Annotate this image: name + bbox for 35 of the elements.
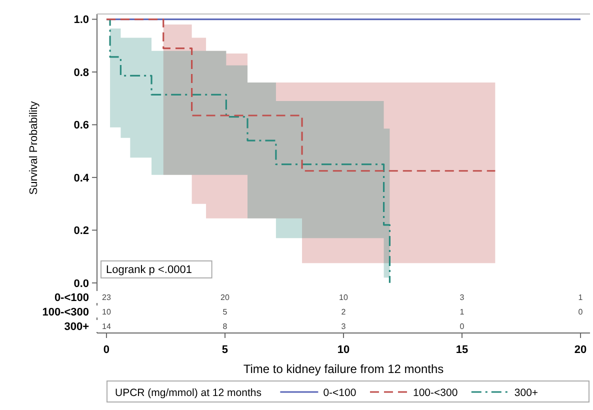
data-label: 0 [460, 322, 465, 331]
data-label: 1 [578, 292, 584, 302]
data-label: 3 [341, 322, 346, 331]
data-label: 5 [222, 307, 228, 316]
x-tick-label: 20 [574, 344, 587, 356]
x-tick-label: 0 [103, 344, 110, 356]
x-tick-label: 10 [337, 344, 350, 356]
legend-label: 100-<300 [413, 387, 458, 399]
data-label: 14 [102, 322, 112, 331]
data-label: 20 [220, 292, 230, 302]
legend-label: 0-<100 [323, 387, 356, 399]
annotation: Logrank p <.0001 [106, 264, 192, 276]
data-label: 1 [460, 307, 465, 316]
y-tick-label: 1.0 [74, 14, 89, 26]
data-label: 10 [339, 292, 348, 302]
y-tick-label: 300+ [64, 320, 89, 333]
data-label: 10 [102, 307, 112, 316]
y-axis-title: Survival Probability [28, 100, 40, 195]
y-tick-label: 0.4 [74, 172, 90, 184]
data-label: 3 [460, 292, 465, 302]
y-tick-label: 0.8 [74, 66, 89, 79]
y-tick-label: 100-<300 [42, 306, 89, 318]
data-label: 0 [578, 307, 584, 316]
data-label: 2 [341, 307, 346, 316]
y-tick-label: 0.0 [74, 278, 89, 290]
y-tick-label: 0-<100 [54, 292, 89, 304]
y-tick-label: 0.2 [74, 225, 89, 238]
x-tick-label: 15 [456, 344, 468, 356]
data-label: 8 [222, 322, 228, 331]
legend-label: 300+ [514, 387, 538, 399]
x-axis-title: Time to kidney failure from 12 months [243, 362, 444, 376]
legend-title: UPCR (mg/mmol) at 12 months [115, 387, 262, 399]
x-tick-label: 5 [222, 344, 228, 356]
data-label: 23 [102, 292, 112, 302]
y-tick-label: 0.6 [74, 120, 89, 132]
